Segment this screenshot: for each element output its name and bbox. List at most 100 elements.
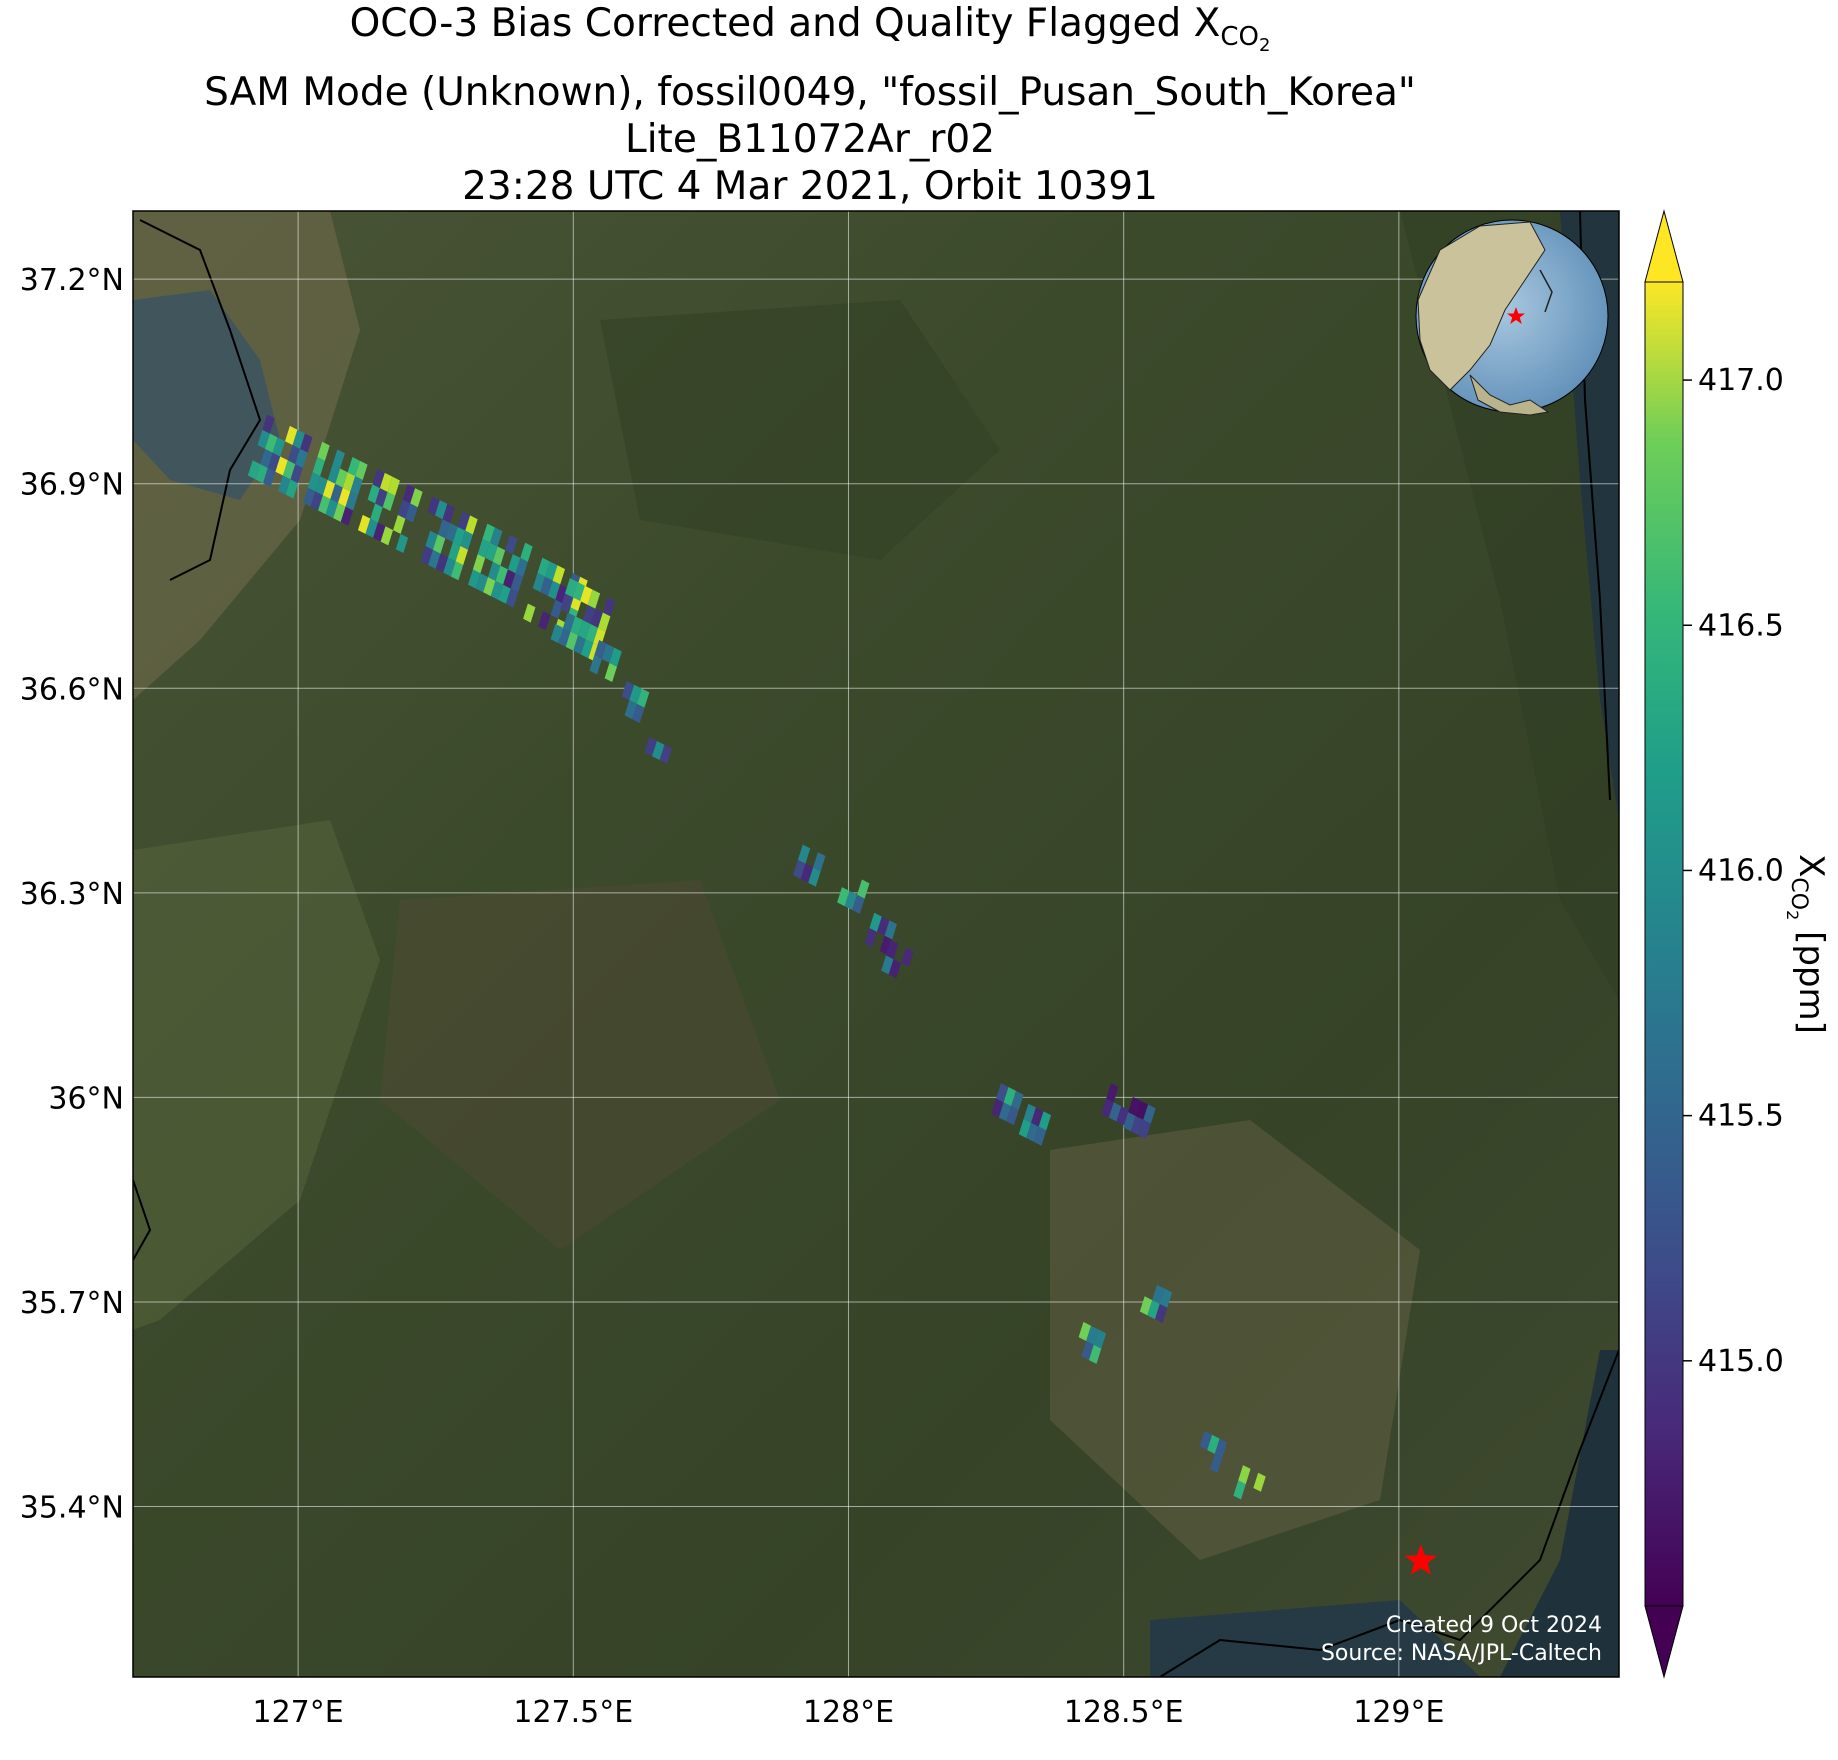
xco2-footprint [342, 472, 356, 492]
xco2-footprint [435, 553, 449, 573]
xco2-footprint [523, 603, 536, 623]
xco2-footprint [437, 519, 451, 539]
xco2-footprint [260, 448, 273, 468]
xco2-footprint [420, 545, 433, 566]
xco2-footprint [475, 573, 488, 593]
xco2-footprint [452, 526, 466, 546]
y-axis-ticks: 37.2°N 36.9°N 36.6°N 36.3°N 36°N 35.7°N 35.4°N [20, 263, 124, 1525]
title-line-3: Lite_B11072Ar_r02 [624, 116, 996, 162]
xco2-footprint [1199, 1430, 1213, 1451]
credit-created: Created 9 Oct 2024 [1386, 1613, 1602, 1638]
xco2-footprint [267, 452, 281, 472]
xco2-footprint [1130, 1115, 1144, 1136]
xco2-footprint [844, 890, 858, 911]
coastline [133, 1179, 152, 1261]
xco2-footprint [492, 546, 506, 566]
xco2-footprint [1159, 1288, 1173, 1308]
xco2-footprint [322, 479, 336, 500]
xco2-footprint [582, 604, 596, 624]
xco2-footprint [555, 584, 568, 604]
xco2-footprint [813, 852, 826, 872]
xco2-footprint [300, 433, 313, 453]
xco2-footprint [547, 580, 561, 600]
xco2-footprint [624, 700, 637, 720]
xco2-footprint [373, 522, 386, 542]
xco2-footprint [1116, 1106, 1129, 1126]
y-tick-label: 36.6°N [20, 672, 124, 707]
xco2-footprint [318, 495, 331, 515]
xco2-footprint [455, 545, 469, 566]
xco2-footprint [450, 561, 464, 581]
xco2-footprint [278, 475, 291, 495]
xco2-footprint [808, 867, 821, 887]
xco2-footprint [507, 554, 521, 574]
xco2-footprint [629, 684, 642, 704]
xco2-footprint [1128, 1096, 1141, 1116]
xco2-footprint [1138, 1119, 1151, 1139]
xco2-footprint [285, 425, 298, 446]
xco2-footprint [395, 533, 409, 554]
y-tick-label: 35.7°N [20, 1286, 124, 1321]
xco2-footprint [1033, 1126, 1047, 1146]
title-line-2: SAM Mode (Unknown), fossil0049, "fossil_… [204, 69, 1416, 115]
xco2-footprint [659, 744, 673, 764]
xco2-footprint [545, 561, 558, 581]
xco2-footprint [585, 623, 599, 644]
xco2-footprint [1093, 1329, 1107, 1349]
xco2-footprint [432, 534, 446, 554]
xco2-footprint [287, 445, 301, 465]
xco2-footprint [991, 1098, 1004, 1118]
xco2-footprint [1006, 1106, 1019, 1126]
xco2-footprint [1078, 1321, 1091, 1341]
xco2-footprint [477, 538, 491, 558]
xco2-footprint [302, 487, 316, 507]
xco2-footprint [538, 611, 551, 631]
y-tick-label: 36.3°N [20, 877, 124, 912]
xco2-footprint [503, 569, 516, 589]
xco2-footprint [1086, 1325, 1099, 1345]
xco2-footprint [330, 483, 343, 503]
xco2-footprint [1135, 1100, 1149, 1120]
x-tick-label: 128.5°E [1064, 1695, 1184, 1730]
xco2-footprint [1147, 1300, 1160, 1320]
xco2-footprint [285, 479, 299, 499]
xco2-footprint [275, 456, 288, 476]
xco2-footprint [1106, 1083, 1119, 1103]
xco2-footprint [598, 612, 611, 632]
xco2-footprint [1011, 1090, 1024, 1110]
xco2-footprint [1081, 1340, 1094, 1361]
xco2-footprint [580, 585, 593, 605]
xco2-footprint [255, 464, 268, 484]
xco2-footprint [372, 469, 385, 489]
xco2-footprint [428, 549, 441, 569]
xco2-footprint [333, 502, 346, 522]
xco2-footprint [482, 523, 495, 543]
xco2-footprint [262, 414, 275, 434]
xco2-footprint [282, 460, 296, 480]
xco2-footprint [315, 476, 328, 496]
xco2-footprint [350, 476, 363, 496]
xco2-footprint [877, 916, 890, 936]
xco2-footprint [632, 703, 645, 723]
xco2-footprint [312, 457, 325, 477]
lowland-area [1050, 1120, 1420, 1560]
xco2-footprint [345, 491, 358, 511]
x-tick-label: 127.5°E [513, 1695, 633, 1730]
xco2-footprint [793, 859, 806, 879]
xco2-footprint [410, 488, 423, 508]
xco2-footprint [636, 688, 650, 708]
xco2-footprint [580, 639, 594, 659]
coastline [1159, 1349, 1619, 1677]
globe-islands [1469, 374, 1550, 416]
xco2-footprint [1143, 1104, 1156, 1124]
globe-site-star-icon [1507, 307, 1525, 324]
title-line-4: 23:28 UTC 4 Mar 2021, Orbit 10391 [462, 163, 1158, 209]
xco2-footprint [405, 503, 418, 523]
xco2-footprint [857, 879, 870, 899]
mountain-area [1400, 211, 1619, 1000]
credit-source: Source: NASA/JPL-Caltech [1321, 1641, 1602, 1666]
xco2-footprint [1108, 1102, 1122, 1122]
xco2-footprint [338, 487, 351, 507]
title-line-1: OCO-3 Bias Corrected and Quality Flagged… [349, 1, 1271, 56]
xco2-footprint [387, 476, 400, 496]
